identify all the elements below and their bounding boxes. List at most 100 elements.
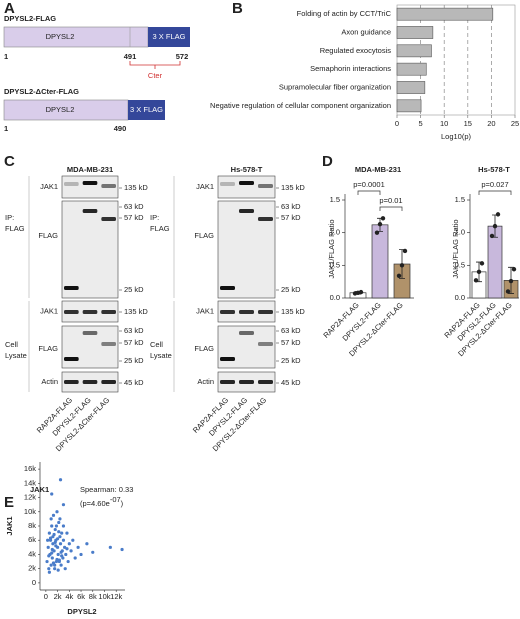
category-label: Axon guidance [341, 27, 391, 36]
scatter-point [65, 547, 69, 551]
y-tick-label: 2k [28, 564, 36, 573]
tag-box [148, 27, 190, 47]
blot-row-label: JAK1 [40, 182, 58, 191]
scatter-point [51, 513, 56, 517]
bar [396, 44, 432, 58]
domain-label: DPYSL2 [46, 32, 75, 41]
position-label: 1 [4, 52, 8, 61]
marker-label: 63 kD [281, 326, 301, 335]
scatter-point [49, 517, 53, 521]
tag-label: 3 X FLAG [153, 32, 186, 41]
group-label: Cell [150, 340, 163, 349]
band [101, 184, 116, 188]
p-value: p=0.01 [379, 196, 402, 205]
marker-label: 63 kD [124, 326, 144, 335]
scatter-point [47, 554, 51, 558]
scatter-point [57, 520, 61, 525]
group-label: FLAG [5, 224, 25, 233]
group-label: Lysate [5, 351, 27, 360]
scatter-point [58, 535, 62, 539]
x-tick-label: 25 [511, 119, 519, 128]
chart-title: Hs-578-T [478, 165, 510, 174]
x-tick-label: 10 [440, 119, 448, 128]
p-exponent: -07 [110, 495, 121, 504]
marker-label: 135 kD [124, 183, 148, 192]
band [239, 209, 254, 213]
x-axis-label: Log10(p) [441, 132, 472, 141]
blot-frame [61, 200, 119, 299]
blot-row-label: FLAG [194, 231, 214, 240]
scatter-point [64, 552, 68, 557]
band [220, 380, 235, 384]
data-point [489, 233, 495, 239]
band [101, 380, 116, 384]
x-tick-label: 12k [110, 592, 122, 601]
tag-label: 3 X FLAG [130, 105, 163, 114]
chart-title: MDA-MB-231 [355, 165, 401, 174]
blot-row-label: FLAG [194, 344, 214, 353]
band [82, 331, 98, 335]
blot-row-label: JAK1 [196, 306, 214, 315]
blot-row-label: FLAG [38, 344, 58, 353]
scatter-point [59, 550, 63, 554]
scatter-point [58, 478, 63, 482]
data-point [479, 261, 485, 266]
data-point [495, 212, 501, 217]
scatter-point [46, 538, 50, 542]
y-tick-label: 10k [24, 507, 36, 516]
marker-label: 25 kD [281, 356, 301, 365]
p-prefix: (p=4.60e [80, 499, 110, 508]
x-tick-label: 5 [419, 119, 423, 128]
blot-frame [217, 175, 276, 199]
chart-title: JAK1 [30, 485, 49, 494]
panel-label: A [4, 0, 15, 17]
blot-row-label: FLAG [38, 231, 58, 240]
marker-label: 25 kD [281, 285, 301, 294]
x-tick-label: 6k [77, 592, 85, 601]
bar [396, 7, 494, 21]
scatter-point [50, 556, 54, 560]
data-point [492, 223, 498, 229]
data-point [377, 221, 383, 227]
region-label: Cter [148, 71, 163, 80]
scatter-point [54, 524, 59, 528]
position-label: 491 [124, 52, 137, 61]
band [64, 286, 79, 290]
blot-row-label: JAK1 [40, 306, 58, 315]
category-label: Negative regulation of cellular componen… [210, 101, 391, 110]
marker-label: 135 kD [281, 307, 305, 316]
plot-frame [396, 4, 516, 116]
scatter-point [50, 551, 54, 555]
band [64, 357, 79, 361]
scatter-point [120, 547, 124, 552]
y-tick-label: 0.5 [330, 260, 340, 269]
scatter-point [85, 542, 89, 546]
scatter-point [47, 567, 51, 571]
scatter-point [50, 524, 54, 528]
y-tick-label: 1.0 [330, 228, 340, 237]
scatter-point [91, 550, 95, 554]
panel-label: B [232, 0, 243, 17]
marker-label: 63 kD [124, 202, 144, 211]
scatter-point [108, 545, 112, 549]
band [101, 342, 116, 346]
data-point [473, 278, 479, 283]
y-axis-label: JAK1/FLAG Ratio [327, 219, 336, 278]
x-tick-label: 4k [65, 592, 73, 601]
scatter-point [59, 563, 63, 567]
x-tick-label: 10k [98, 592, 110, 601]
y-tick-label: 0 [32, 578, 36, 587]
scatter-point [53, 567, 57, 571]
band [82, 310, 98, 314]
band [220, 357, 235, 361]
scatter-point [52, 532, 56, 537]
band [239, 310, 254, 314]
band [258, 380, 273, 384]
marker-label: 25 kD [124, 356, 144, 365]
y-tick-label: 0.5 [455, 260, 465, 269]
data-point [358, 289, 364, 295]
band [239, 331, 254, 335]
bar [396, 99, 422, 113]
